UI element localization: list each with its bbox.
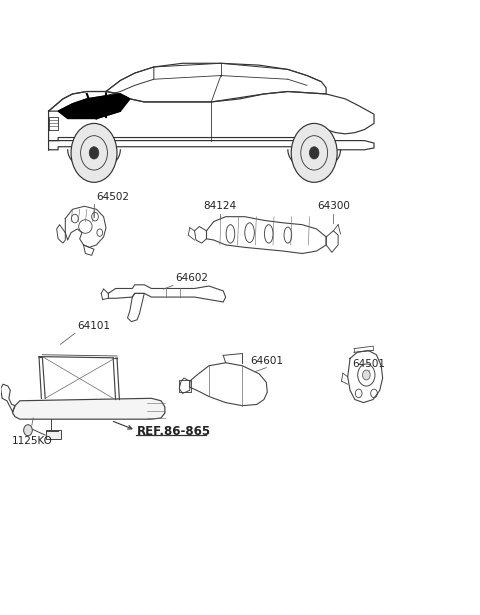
Polygon shape: [58, 94, 130, 119]
Circle shape: [291, 124, 337, 182]
Circle shape: [310, 147, 319, 159]
Text: 64101: 64101: [78, 321, 110, 331]
Text: 64502: 64502: [96, 192, 130, 202]
Circle shape: [24, 425, 32, 436]
Text: 64300: 64300: [317, 201, 350, 211]
Polygon shape: [12, 399, 165, 419]
Circle shape: [89, 147, 99, 159]
Text: 1125KO: 1125KO: [12, 437, 52, 446]
Circle shape: [71, 124, 117, 182]
Bar: [179, 380, 191, 392]
Text: 64602: 64602: [176, 273, 209, 283]
Bar: [46, 430, 60, 440]
Text: 64601: 64601: [250, 356, 283, 366]
Text: 64501: 64501: [353, 359, 386, 369]
Text: REF.86-865: REF.86-865: [137, 425, 211, 438]
Circle shape: [362, 370, 370, 380]
Text: 84124: 84124: [204, 201, 237, 211]
